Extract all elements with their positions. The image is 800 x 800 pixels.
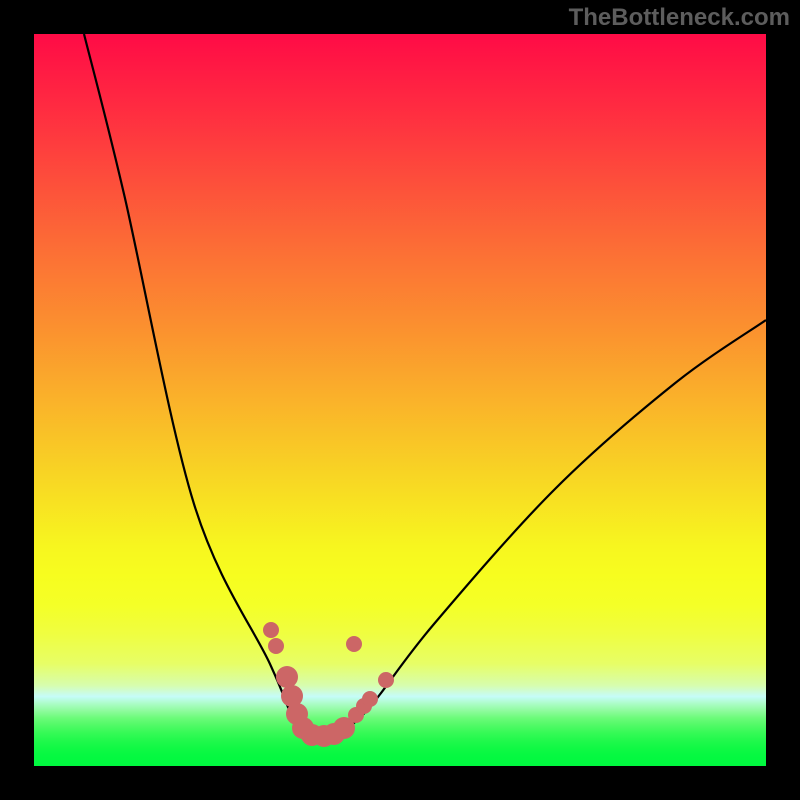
- data-marker: [268, 638, 284, 654]
- plot-area: [34, 34, 766, 766]
- data-marker: [263, 622, 279, 638]
- data-markers: [263, 622, 394, 747]
- data-marker: [362, 691, 378, 707]
- curves-layer: [34, 34, 766, 766]
- data-marker: [378, 672, 394, 688]
- left-v-curve: [84, 34, 322, 737]
- chart-container: TheBottleneck.com: [0, 0, 800, 800]
- data-marker: [346, 636, 362, 652]
- watermark-text: TheBottleneck.com: [569, 4, 790, 32]
- data-marker: [276, 666, 298, 688]
